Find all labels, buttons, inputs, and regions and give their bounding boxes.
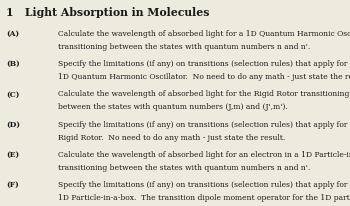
Text: Specify the limitations (if any) on transitions (selection rules) that apply for: Specify the limitations (if any) on tran… — [58, 180, 350, 188]
Text: 1D Quantum Harmonic Oscillator.  No need to do any math - just state the result.: 1D Quantum Harmonic Oscillator. No need … — [58, 73, 350, 81]
Text: between the states with quantum numbers (J,m) and (J',m').: between the states with quantum numbers … — [58, 103, 287, 111]
Text: Specify the limitations (if any) on transitions (selection rules) that apply for: Specify the limitations (if any) on tran… — [58, 60, 350, 68]
Text: transitioning between the states with quantum numbers n and n'.: transitioning between the states with qu… — [58, 43, 310, 51]
Text: (A): (A) — [6, 30, 20, 38]
Text: (F): (F) — [6, 180, 19, 188]
Text: (B): (B) — [6, 60, 20, 68]
Text: 1   Light Absorption in Molecules: 1 Light Absorption in Molecules — [6, 7, 210, 18]
Text: (D): (D) — [6, 120, 20, 128]
Text: transitioning between the states with quantum numbers n and n'.: transitioning between the states with qu… — [58, 163, 310, 171]
Text: Calculate the wavelength of absorbed light for the Rigid Rotor transitioning: Calculate the wavelength of absorbed lig… — [58, 90, 349, 98]
Text: Calculate the wavelength of absorbed light for an electron in a 1D Particle-in-a: Calculate the wavelength of absorbed lig… — [58, 150, 350, 158]
Text: Specify the limitations (if any) on transitions (selection rules) that apply for: Specify the limitations (if any) on tran… — [58, 120, 350, 128]
Text: Rigid Rotor.  No need to do any math - just state the result.: Rigid Rotor. No need to do any math - ju… — [58, 133, 285, 141]
Text: 1D Particle-in-a-box.  The transition dipole moment operator for the 1D particle: 1D Particle-in-a-box. The transition dip… — [58, 193, 350, 201]
Text: Calculate the wavelength of absorbed light for a 1D Quantum Harmonic Oscillator: Calculate the wavelength of absorbed lig… — [58, 30, 350, 38]
Text: (E): (E) — [6, 150, 20, 158]
Text: (C): (C) — [6, 90, 20, 98]
